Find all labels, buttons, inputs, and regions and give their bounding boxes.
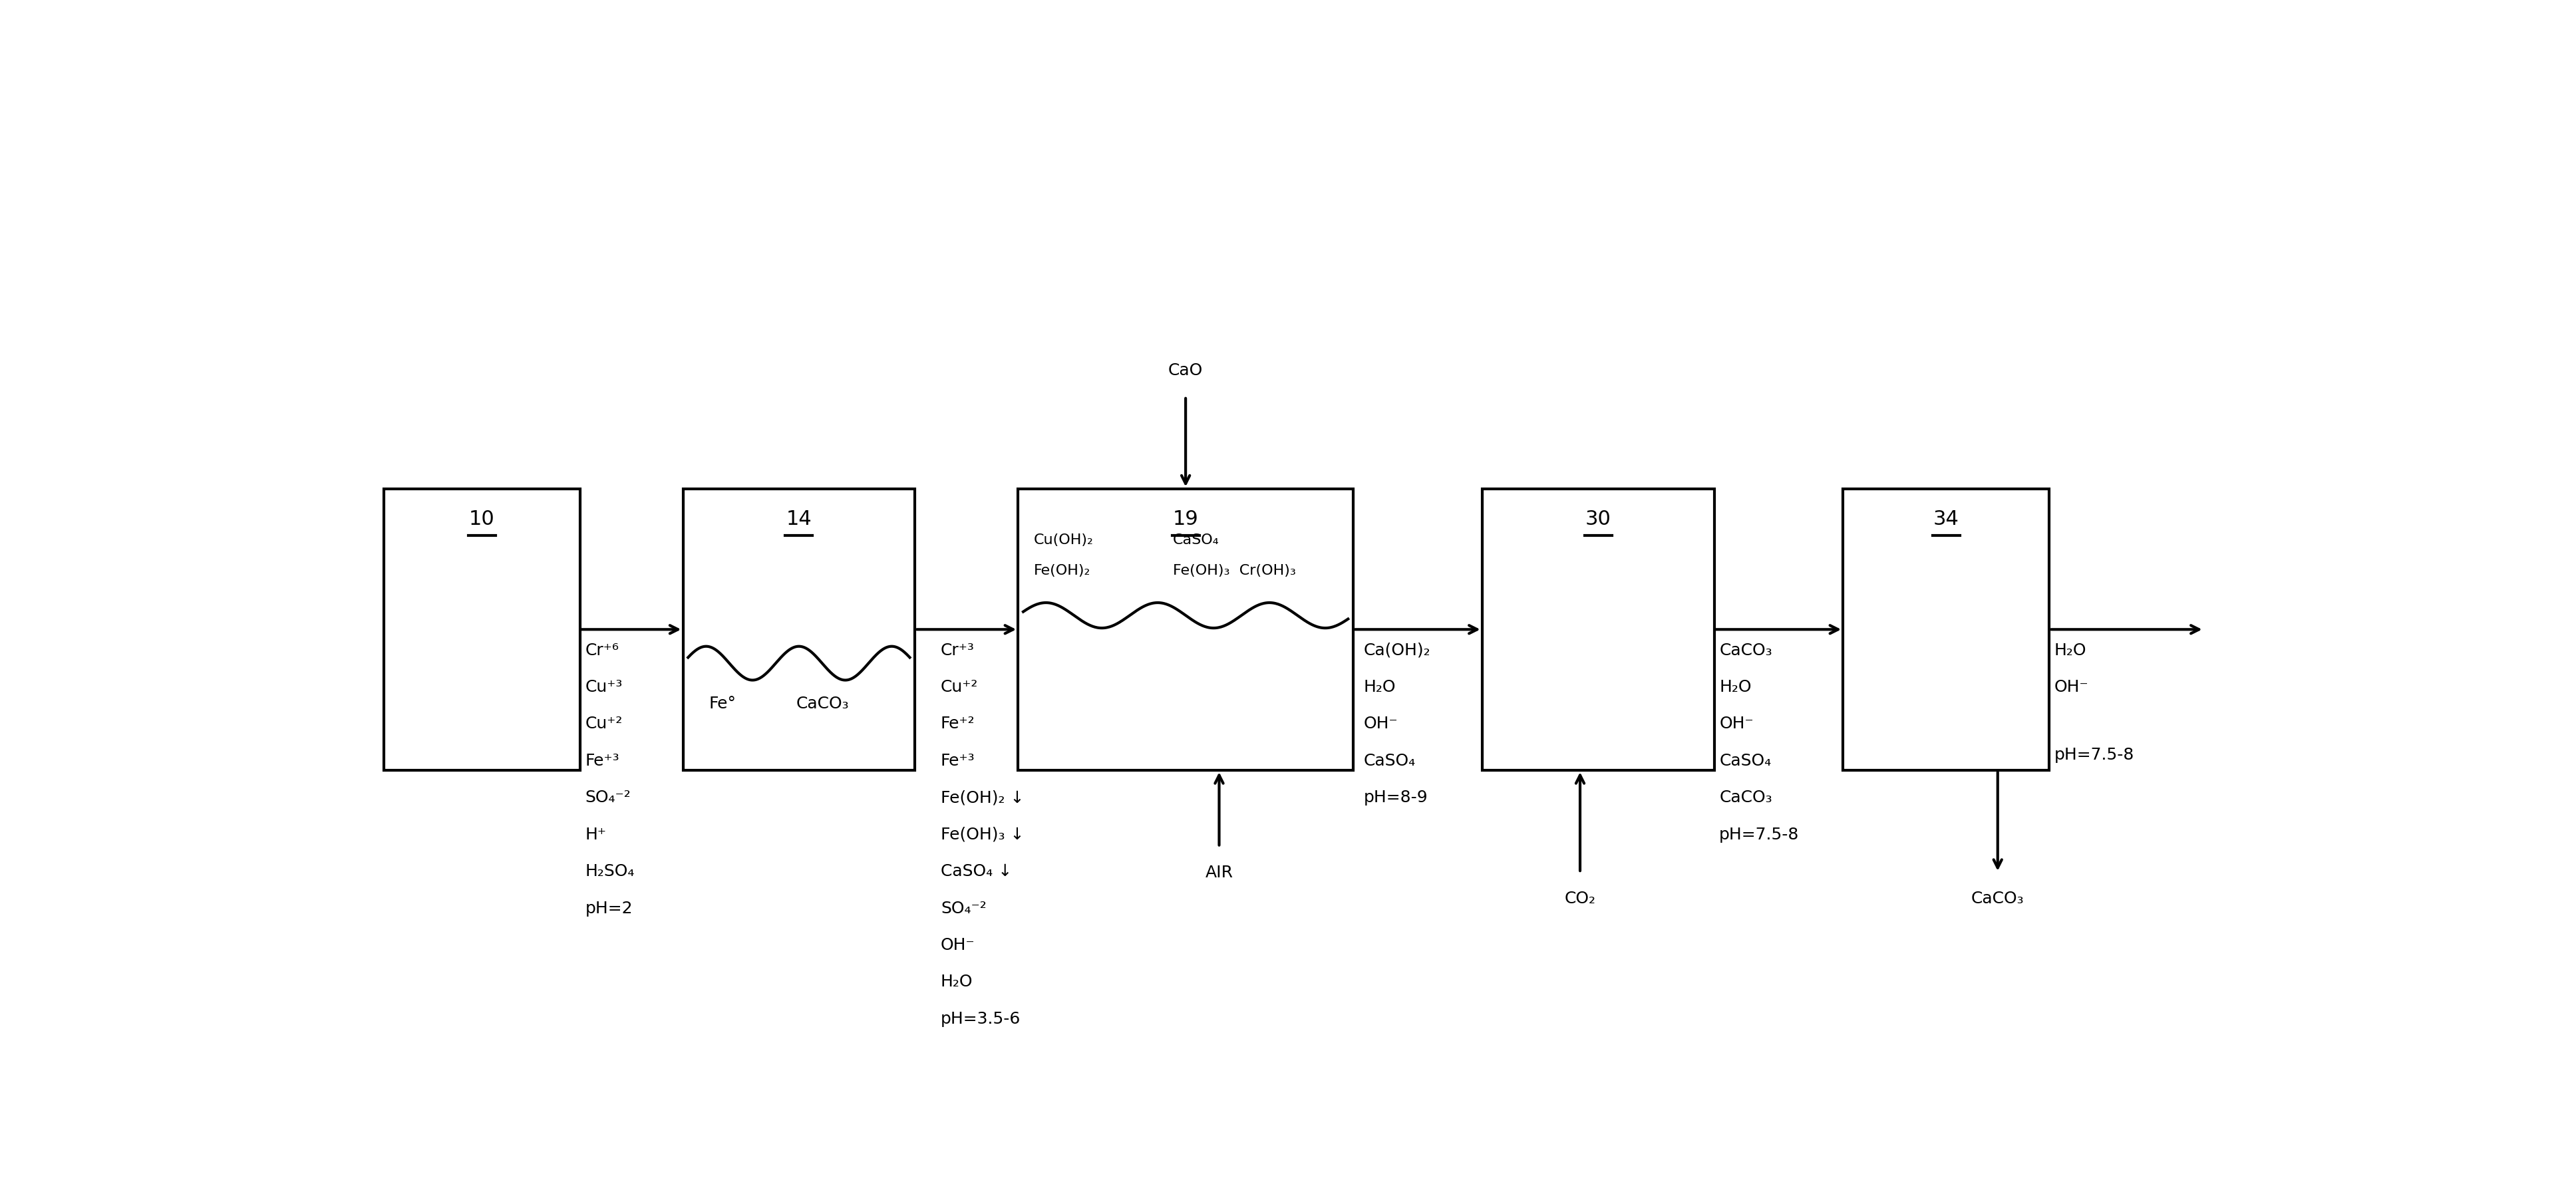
- Text: CaSO₄: CaSO₄: [1172, 533, 1218, 546]
- Bar: [683, 488, 914, 771]
- Text: Cu⁺²: Cu⁺²: [585, 716, 623, 732]
- Text: H₂O: H₂O: [1363, 680, 1396, 695]
- Text: Cu⁺³: Cu⁺³: [585, 680, 623, 695]
- Text: CaSO₄: CaSO₄: [1363, 753, 1417, 768]
- Text: 19: 19: [1172, 509, 1198, 530]
- Text: Fe°: Fe°: [708, 696, 737, 712]
- Text: OH⁻: OH⁻: [1363, 716, 1399, 732]
- Text: pH=3.5-6: pH=3.5-6: [940, 1011, 1020, 1027]
- Bar: [1018, 488, 1352, 771]
- Text: pH=7.5-8: pH=7.5-8: [2056, 747, 2136, 762]
- Text: Fe⁺³: Fe⁺³: [940, 753, 976, 768]
- Text: Fe(OH)₂ ↓: Fe(OH)₂ ↓: [940, 790, 1025, 806]
- Text: CaCO₃: CaCO₃: [1718, 642, 1772, 658]
- Text: AIR: AIR: [1206, 865, 1234, 881]
- Text: CaCO₃: CaCO₃: [1718, 790, 1772, 806]
- Text: pH=2: pH=2: [585, 901, 634, 916]
- Text: Cr⁺⁶: Cr⁺⁶: [585, 642, 618, 658]
- Text: 10: 10: [469, 509, 495, 530]
- Bar: [384, 488, 580, 771]
- Text: Fe⁺³: Fe⁺³: [585, 753, 618, 768]
- Text: OH⁻: OH⁻: [940, 937, 976, 953]
- Bar: [1481, 488, 1713, 771]
- Text: Ca(OH)₂: Ca(OH)₂: [1363, 642, 1430, 658]
- Text: CaCO₃: CaCO₃: [1971, 890, 2025, 907]
- Text: CaCO₃: CaCO₃: [796, 696, 850, 712]
- Text: Cr⁺³: Cr⁺³: [940, 642, 974, 658]
- Text: SO₄⁻²: SO₄⁻²: [585, 790, 631, 806]
- Text: pH=8-9: pH=8-9: [1363, 790, 1427, 806]
- Bar: [1842, 488, 2050, 771]
- Text: CaSO₄: CaSO₄: [1718, 753, 1772, 768]
- Text: pH=7.5-8: pH=7.5-8: [1718, 826, 1801, 843]
- Text: H₂O: H₂O: [1718, 680, 1752, 695]
- Text: CaSO₄ ↓: CaSO₄ ↓: [940, 864, 1012, 879]
- Text: OH⁻: OH⁻: [2056, 680, 2089, 695]
- Text: OH⁻: OH⁻: [1718, 716, 1754, 732]
- Text: Fe(OH)₃  Cr(OH)₃: Fe(OH)₃ Cr(OH)₃: [1172, 564, 1296, 577]
- Text: H₂O: H₂O: [940, 974, 974, 991]
- Text: Fe(OH)₂: Fe(OH)₂: [1033, 564, 1090, 577]
- Text: SO₄⁻²: SO₄⁻²: [940, 901, 987, 916]
- Text: H₂O: H₂O: [2056, 642, 2087, 658]
- Text: Cu(OH)₂: Cu(OH)₂: [1033, 533, 1092, 546]
- Text: 34: 34: [1932, 509, 1960, 530]
- Text: 14: 14: [786, 509, 811, 530]
- Text: Fe⁺²: Fe⁺²: [940, 716, 976, 732]
- Text: CaO: CaO: [1170, 363, 1203, 378]
- Text: CO₂: CO₂: [1564, 890, 1595, 907]
- Text: 30: 30: [1584, 509, 1610, 530]
- Text: H⁺: H⁺: [585, 826, 605, 843]
- Text: Fe(OH)₃ ↓: Fe(OH)₃ ↓: [940, 826, 1025, 843]
- Text: Cu⁺²: Cu⁺²: [940, 680, 979, 695]
- Text: H₂SO₄: H₂SO₄: [585, 864, 634, 879]
